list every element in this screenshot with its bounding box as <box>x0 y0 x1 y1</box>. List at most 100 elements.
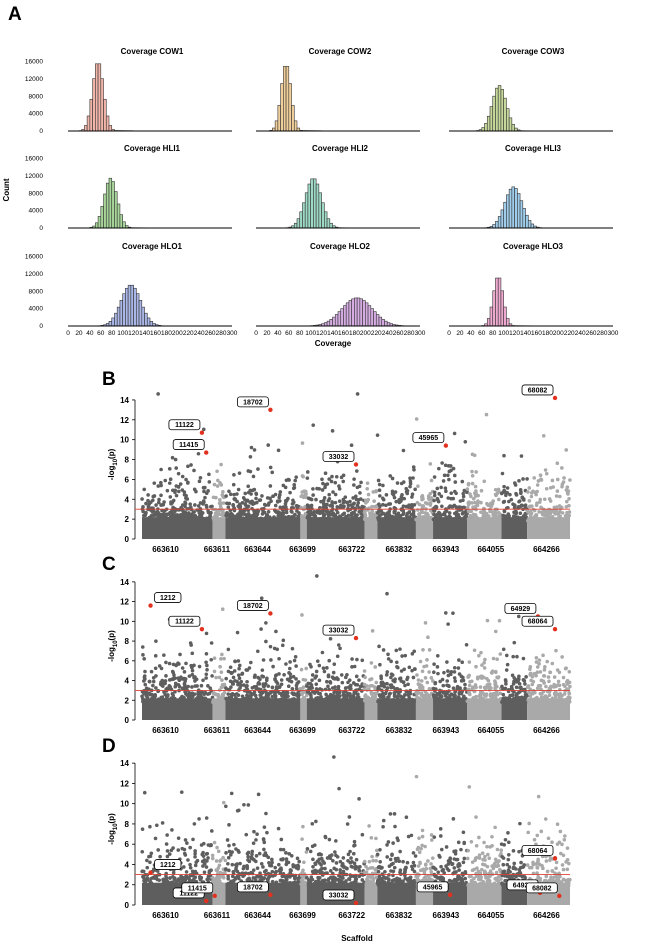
manhattan-point <box>194 489 198 494</box>
manhattan-point <box>451 466 456 471</box>
manhattan-point <box>370 512 375 516</box>
manhattan-point <box>319 863 323 867</box>
manhattan-point <box>352 477 356 481</box>
manhattan-point <box>474 815 478 819</box>
manhattan-point <box>408 504 412 508</box>
manhattan-point <box>304 666 309 671</box>
manhattan-point <box>528 694 533 698</box>
manhattan-point <box>244 668 249 672</box>
manhattan-point <box>493 669 498 674</box>
manhattan-y-tick: 6 <box>125 657 130 666</box>
manhattan-point <box>186 481 190 485</box>
manhattan-point <box>281 638 286 643</box>
manhattan-point <box>307 513 312 517</box>
manhattan-point <box>349 864 354 869</box>
manhattan-point <box>501 692 506 697</box>
manhattan-point <box>470 474 475 478</box>
manhattan-point <box>274 679 278 684</box>
histogram-bar <box>95 63 99 132</box>
manhattan-point <box>465 505 470 510</box>
manhattan-point <box>522 863 527 867</box>
manhattan-y-tick: 8 <box>125 637 130 646</box>
manhattan-point <box>180 694 184 699</box>
manhattan-point <box>410 495 414 499</box>
manhattan-point <box>406 518 411 523</box>
manhattan-point <box>394 499 399 504</box>
manhattan-point <box>548 485 553 490</box>
histogram-x-tick: 220 <box>371 330 382 337</box>
manhattan-point <box>333 500 338 505</box>
manhattan-point <box>186 684 190 689</box>
manhattan-point <box>248 455 253 459</box>
manhattan-point <box>482 666 487 670</box>
manhattan-point <box>485 516 489 520</box>
manhattan-point <box>341 512 345 517</box>
manhattan-point <box>311 864 315 869</box>
manhattan-point <box>226 861 230 866</box>
manhattan-point <box>225 838 230 842</box>
manhattan-point <box>432 498 436 503</box>
manhattan-point <box>403 870 407 875</box>
manhattan-dense-block <box>212 698 226 720</box>
manhattan-point <box>181 510 186 514</box>
manhattan-x-tick: 663644 <box>244 545 271 554</box>
manhattan-point <box>448 693 452 698</box>
manhattan-point <box>209 504 213 509</box>
manhattan-point <box>211 517 216 522</box>
manhattan-point <box>407 515 412 519</box>
manhattan-point <box>160 695 165 699</box>
manhattan-point <box>358 864 362 869</box>
manhattan-point <box>519 490 523 495</box>
manhattan-point <box>521 477 525 481</box>
manhattan-point <box>504 493 508 498</box>
histogram-bar <box>89 98 93 132</box>
manhattan-point <box>493 876 498 881</box>
manhattan-point <box>204 631 209 636</box>
manhattan-point <box>558 691 563 696</box>
manhattan-point <box>565 867 570 872</box>
manhattan-point <box>507 499 511 504</box>
manhattan-point <box>256 467 260 471</box>
manhattan-point <box>452 866 457 870</box>
manhattan-point <box>236 659 241 663</box>
manhattan-point <box>466 508 471 513</box>
manhattan-point <box>535 833 540 838</box>
manhattan-y-label: -log10(p) <box>107 630 119 662</box>
manhattan-point <box>290 687 295 691</box>
manhattan-point <box>523 504 527 508</box>
manhattan-point <box>428 503 433 507</box>
manhattan-point <box>278 505 283 510</box>
manhattan-x-tick: 663722 <box>338 726 365 735</box>
manhattan-x-tick: 663610 <box>152 545 179 554</box>
manhattan-point <box>319 694 323 699</box>
manhattan-point <box>527 690 531 695</box>
manhattan-point <box>184 515 188 519</box>
manhattan-point <box>288 660 292 664</box>
manhattan-point <box>436 671 440 676</box>
manhattan-point <box>481 857 485 862</box>
manhattan-point <box>219 657 223 661</box>
manhattan-point <box>188 695 193 700</box>
manhattan-point <box>552 691 557 696</box>
manhattan-point <box>302 860 306 865</box>
manhattan-point <box>264 678 269 683</box>
manhattan-point <box>507 865 512 869</box>
manhattan-point <box>301 514 306 519</box>
manhattan-point <box>190 699 194 704</box>
manhattan-point <box>436 499 441 504</box>
manhattan-point <box>177 699 182 704</box>
manhattan-point <box>353 877 358 882</box>
manhattan-point <box>188 502 192 506</box>
manhattan-y-tick: 6 <box>125 475 130 484</box>
manhattan-point <box>567 496 571 501</box>
histogram-bar <box>514 188 518 229</box>
manhattan-point <box>180 474 185 479</box>
manhattan-point <box>195 516 199 521</box>
manhattan-point <box>461 860 466 865</box>
manhattan-point <box>252 675 257 679</box>
histogram-x-tick: 160 <box>150 330 161 337</box>
manhattan-point <box>392 812 397 816</box>
histogram-bar <box>138 300 143 327</box>
histogram-bar <box>291 105 295 132</box>
